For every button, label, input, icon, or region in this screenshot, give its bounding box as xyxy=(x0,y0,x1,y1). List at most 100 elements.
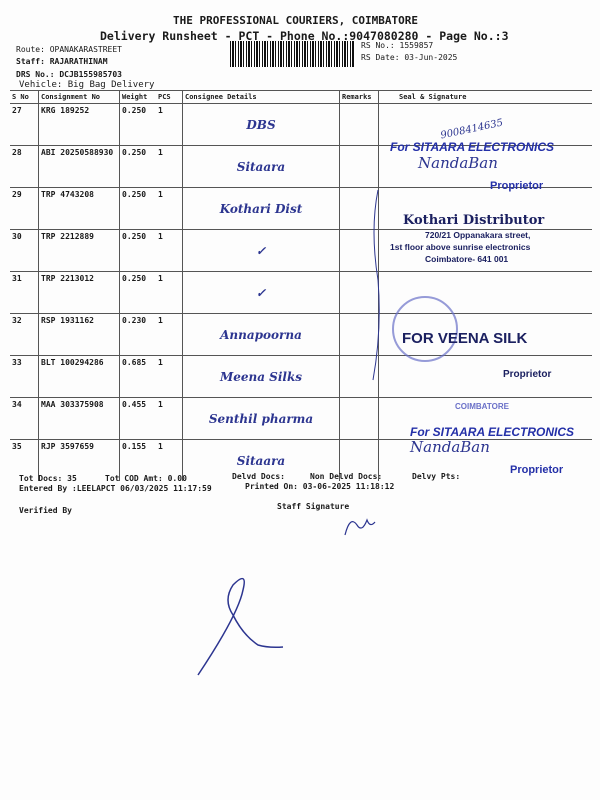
stamp-veena-silk: FOR VEENA SILK xyxy=(402,330,528,347)
row-sno: 32 xyxy=(10,313,39,356)
row-consignee: Sitaara xyxy=(182,439,340,481)
staff-signature-icon xyxy=(344,518,376,536)
row-seal xyxy=(378,397,592,440)
row-consignee: Sitaara xyxy=(182,145,340,188)
row-consignment: RJP 3597659 xyxy=(38,439,120,481)
col-remarks: Remarks xyxy=(339,90,379,104)
row-pcs: 1 xyxy=(156,145,183,188)
row-consignment: BLT 100294286 xyxy=(38,355,120,398)
runsheet-subtitle: Delivery Runsheet - PCT - Phone No.:9047… xyxy=(100,29,509,43)
staff-signature-label: Staff Signature xyxy=(277,502,350,511)
row-weight: 0.250 xyxy=(119,103,156,146)
verifier-signature-icon xyxy=(197,577,284,676)
row-sno: 35 xyxy=(10,439,39,481)
row-consignee: DBS xyxy=(182,103,340,146)
row-consignee: Annapoorna xyxy=(182,313,340,356)
row-pcs: 1 xyxy=(156,187,183,230)
row-consignee: Meena Silks xyxy=(182,355,340,398)
row-weight: 0.250 xyxy=(119,229,156,272)
row-seal xyxy=(378,103,592,146)
consignee-signature: Senthil pharma xyxy=(208,411,314,426)
stamp-sitaara-2: For SITAARA ELECTRONICS xyxy=(410,425,574,439)
row-consignment: KRG 189252 xyxy=(38,103,120,146)
table-row: 27 KRG 189252 0.250 1 DBS xyxy=(10,103,592,146)
row-pcs: 1 xyxy=(156,439,183,481)
row-sno: 33 xyxy=(10,355,39,398)
row-seal xyxy=(378,229,592,272)
row-consignment: RSP 1931162 xyxy=(38,313,120,356)
table-row: 33 BLT 100294286 0.685 1 Meena Silks xyxy=(10,355,592,398)
row-consignment: TRP 2212889 xyxy=(38,229,120,272)
row-sno: 31 xyxy=(10,271,39,314)
company-name: THE PROFESSIONAL COURIERS, COIMBATORE xyxy=(173,14,419,27)
row-remarks xyxy=(339,355,379,398)
route: Route: OPANAKARASTREET xyxy=(16,45,122,54)
verified-by: Verified By xyxy=(19,506,72,515)
row-pcs: 1 xyxy=(156,397,183,440)
row-consignment: MAA 303375908 xyxy=(38,397,120,440)
row-remarks xyxy=(339,313,379,356)
stamp-kothari-city: Coimbatore- 641 001 xyxy=(425,254,509,264)
row-consignment: TRP 4743208 xyxy=(38,187,120,230)
printed-on: Printed On: 03-06-2025 11:18:12 xyxy=(245,482,395,491)
rs-date: RS Date: 03-Jun-2025 xyxy=(361,53,458,62)
row-sno: 34 xyxy=(10,397,39,440)
row-remarks xyxy=(339,229,379,272)
stamp-proprietor-3: Proprietor xyxy=(510,464,564,476)
row-consignee: ✓ xyxy=(182,271,340,314)
col-weight: Weight xyxy=(119,90,156,104)
row-remarks xyxy=(339,145,379,188)
row-pcs: 1 xyxy=(156,355,183,398)
consignee-signature: Sitaara xyxy=(236,159,286,174)
table-row: 29 TRP 4743208 0.250 1 Kothari Dist xyxy=(10,187,592,230)
row-remarks xyxy=(339,397,379,440)
col-seal: Seal & Signature xyxy=(378,90,592,104)
row-remarks xyxy=(339,103,379,146)
stamp-proprietor-2: Proprietor xyxy=(503,369,552,380)
barcode xyxy=(230,41,355,67)
row-consignment: ABI 20250588930 xyxy=(38,145,120,188)
row-weight: 0.250 xyxy=(119,145,156,188)
delivered-docs: Delvd Docs: xyxy=(232,472,285,481)
table-row: 30 TRP 2212889 0.250 1 ✓ xyxy=(10,229,592,272)
drs-number: DRS No.: DCJB155985703 xyxy=(16,70,122,79)
consignee-signature: Annapoorna xyxy=(220,327,302,342)
row-consignee: Kothari Dist xyxy=(182,187,340,230)
table-row: 35 RJP 3597659 0.155 1 Sitaara xyxy=(10,439,592,481)
col-consignment: Consignment No xyxy=(38,90,120,104)
row-weight: 0.455 xyxy=(119,397,156,440)
row-pcs: 1 xyxy=(156,229,183,272)
table-header: S No Consignment No Weight PCS Consignee… xyxy=(10,90,592,104)
entered-by: Entered By :LEELAPCT 06/03/2025 11:17:59 xyxy=(19,484,212,493)
row-remarks xyxy=(339,271,379,314)
signature-nanda-2: NandaBan xyxy=(410,438,490,456)
stamp-kothari-addr2: 1st floor above sunrise electronics xyxy=(390,242,531,252)
staff: Staff: RAJARATHINAM xyxy=(16,57,108,66)
remarks-bracket-icon xyxy=(372,189,380,381)
row-pcs: 1 xyxy=(156,103,183,146)
row-sno: 27 xyxy=(10,103,39,146)
row-weight: 0.230 xyxy=(119,313,156,356)
col-pcs: PCS xyxy=(156,90,183,104)
rs-number: RS No.: 1559857 xyxy=(361,41,434,50)
row-weight: 0.250 xyxy=(119,271,156,314)
row-remarks xyxy=(339,439,379,481)
signature-nanda: NandaBan xyxy=(418,154,498,172)
col-consignee: Consignee Details xyxy=(182,90,340,104)
consignee-signature: Kothari Dist xyxy=(219,201,303,216)
stamp-proprietor: Proprietor xyxy=(490,180,544,192)
stamp-coimbatore: COIMBATORE xyxy=(455,402,509,411)
consignee-signature: ✓ xyxy=(255,285,267,300)
row-sno: 30 xyxy=(10,229,39,272)
non-delivered-docs: Non Delvd Docs: xyxy=(310,472,383,481)
consignee-signature: DBS xyxy=(246,117,276,132)
total-docs: Tot Docs: 35 xyxy=(19,474,77,483)
table-row: 32 RSP 1931162 0.230 1 Annapoorna xyxy=(10,313,592,356)
total-cod: Tot COD Amt: 0.00 xyxy=(105,474,187,483)
consignee-signature: Meena Silks xyxy=(219,369,303,384)
row-remarks xyxy=(339,187,379,230)
row-consignee: Senthil pharma xyxy=(182,397,340,440)
row-seal xyxy=(378,187,592,230)
